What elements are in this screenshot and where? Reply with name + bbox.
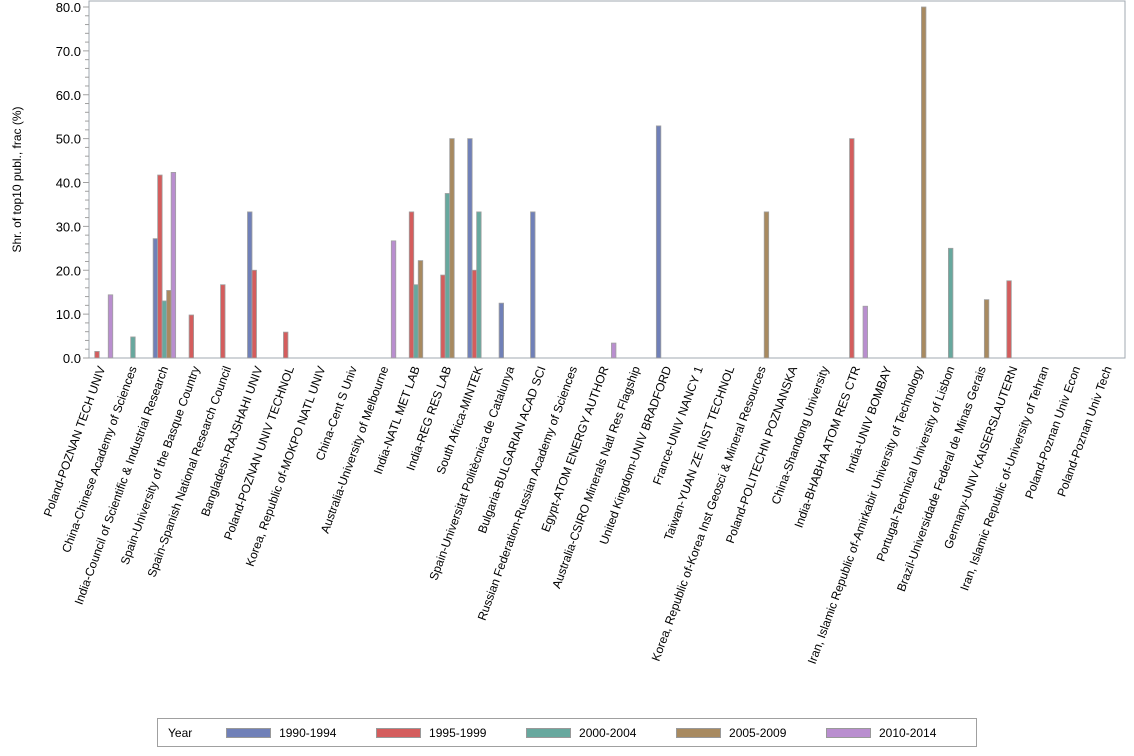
y-tick-label: 50.0 [56, 132, 81, 147]
bar-1995-1999 [188, 314, 195, 359]
y-tick-label: 20.0 [56, 263, 81, 278]
bar-chart: 0.0 10.0 20.0 30.0 40.0 50.0 60.0 70.0 80.0 Shr. … [10, 0, 1126, 666]
legend-label: 2000-2004 [579, 725, 637, 740]
legend-label: 2010-2014 [879, 725, 937, 740]
bar-1995-1999 [471, 269, 478, 359]
bar-2005-2009 [763, 211, 770, 359]
legend-item-2005-2009: 2005-2009 [676, 726, 826, 740]
bar-1990-1994 [530, 211, 536, 359]
bar-1990-1994 [247, 211, 253, 359]
bar-2005-2009 [166, 290, 172, 359]
bar-2010-2014 [390, 240, 397, 359]
bar-2005-2009 [417, 260, 424, 359]
legend-item-2000-2004: 2000-2004 [526, 726, 676, 740]
y-tick-label: 0.0 [63, 351, 81, 366]
bar-1995-1999 [157, 174, 163, 359]
legend-swatch [676, 727, 722, 738]
bar-1995-1999 [283, 331, 289, 359]
plot-area [88, 0, 1126, 359]
bar-2000-2004 [130, 336, 136, 359]
bar-1995-1999 [1006, 280, 1012, 359]
bar-2000-2004 [948, 247, 954, 359]
bar-2010-2014 [862, 305, 868, 359]
bar-1995-1999 [94, 351, 100, 359]
bar-1995-1999 [220, 284, 226, 359]
legend-label: 1995-1999 [429, 725, 487, 740]
y-axis-label: Shr. of top10 publ., frac (%) [10, 106, 24, 252]
bar-1995-1999 [440, 274, 446, 359]
bar-2000-2004 [476, 211, 482, 359]
bar-2005-2009 [921, 6, 927, 359]
bar-2000-2004 [161, 300, 168, 359]
bar-2005-2009 [449, 138, 455, 359]
bar-2010-2014 [611, 342, 617, 359]
legend-title: Year [168, 725, 193, 740]
bar-1995-1999 [251, 269, 257, 359]
bar-1990-1994 [152, 238, 159, 359]
x-tick-label: China-Shandong University [769, 364, 832, 506]
bar-2000-2004 [413, 284, 419, 359]
y-tick-label: 70.0 [56, 44, 81, 59]
bar-1995-1999 [408, 211, 415, 359]
legend-swatch [526, 727, 572, 738]
bar-2010-2014 [170, 172, 177, 359]
legend-label: 1990-1994 [279, 725, 337, 740]
legend-item-2010-2014: 2010-2014 [826, 726, 976, 740]
bar-1990-1994 [467, 138, 473, 359]
legend-swatch [826, 727, 871, 738]
y-tick-label: 60.0 [56, 88, 81, 103]
bar-2000-2004 [444, 193, 451, 359]
bar-1990-1994 [498, 302, 505, 359]
bar-2010-2014 [107, 294, 114, 359]
y-tick-label: 80.0 [56, 0, 81, 15]
bar-1990-1994 [655, 125, 662, 359]
y-tick-label: 10.0 [56, 307, 81, 322]
legend: Year 1990-1994 1995-1999 2000-2004 2005-… [157, 718, 977, 747]
legend-swatch [226, 727, 272, 738]
y-tick-label: 40.0 [56, 176, 81, 191]
legend-label: 2005-2009 [729, 725, 787, 740]
bar-2005-2009 [983, 299, 990, 359]
legend-item-1990-1994: 1990-1994 [226, 726, 376, 740]
legend-swatch [376, 727, 422, 738]
legend-item-1995-1999: 1995-1999 [376, 726, 526, 740]
y-tick-label: 30.0 [56, 219, 81, 234]
bar-1995-1999 [849, 138, 855, 359]
